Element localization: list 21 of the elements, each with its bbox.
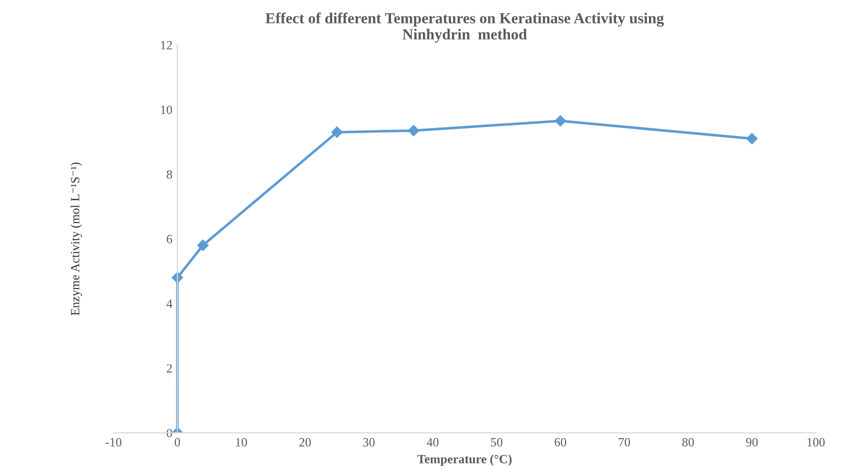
chart-title: Effect of different Temperatures on Keratinase Activity using Ninhydrin method (266, 12, 664, 43)
x-axis-title: Temperature (°C) (417, 454, 512, 466)
x-tick-label: 60 (554, 438, 566, 446)
y-tick-label: 10 (161, 106, 172, 114)
y-tick-label: 6 (166, 234, 172, 244)
x-tick-label: 80 (682, 438, 694, 446)
y-axis-title: Enzyme Activity (mol L⁻¹S⁻¹) (70, 162, 82, 316)
x-tick-label: 50 (491, 438, 502, 446)
y-tick-label: 8 (166, 170, 172, 179)
x-tick-label: 70 (618, 438, 630, 446)
x-tick-label: 100 (807, 438, 825, 446)
y-tick-label: 12 (161, 40, 172, 50)
x-tick-label: 0 (174, 438, 180, 446)
x-tick-label: 40 (426, 438, 439, 446)
x-tick-label: -10 (106, 438, 122, 446)
x-tick-label: 90 (746, 438, 758, 446)
y-tick-label: 4 (166, 300, 172, 308)
x-tick-label: 10 (236, 438, 247, 446)
y-tick-label: 2 (166, 364, 172, 372)
x-tick-label: 20 (299, 438, 311, 446)
x-tick-label: 30 (363, 438, 375, 446)
